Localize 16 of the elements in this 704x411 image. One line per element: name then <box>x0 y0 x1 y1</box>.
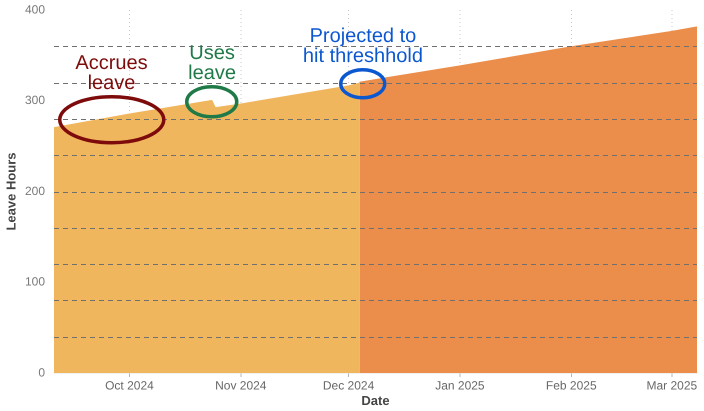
x-tick-label: Feb 2025 <box>546 378 597 393</box>
x-tick-label: Dec 2024 <box>322 378 375 393</box>
x-tick-label: Oct 2024 <box>105 378 154 393</box>
annotation: Projected to hit threshhold <box>302 25 423 67</box>
x-tick-label: Jan 2025 <box>435 378 485 393</box>
y-tick-label: 400 <box>24 2 46 16</box>
y-tick-label: 0 <box>38 365 46 380</box>
annotation: Uses leave <box>188 42 236 84</box>
x-tick-label: Mar 2025 <box>646 378 698 393</box>
y-axis-title: Leave Hours <box>3 152 18 231</box>
annotation: Accrues leave <box>75 52 148 94</box>
y-tick-label: 300 <box>24 93 46 108</box>
x-axis-title: Date <box>361 392 390 408</box>
y-tick-label: 100 <box>24 274 46 289</box>
x-tick-label: Nov 2024 <box>215 378 267 393</box>
y-tick-label: 200 <box>24 184 46 198</box>
